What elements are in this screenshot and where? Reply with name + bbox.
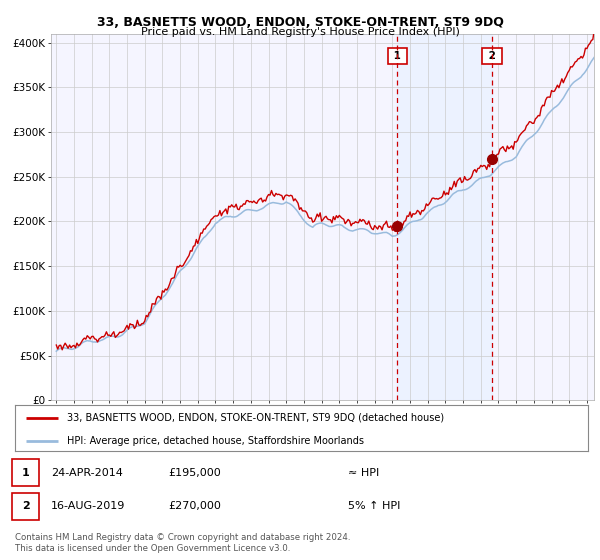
Text: Contains HM Land Registry data © Crown copyright and database right 2024.: Contains HM Land Registry data © Crown c… (15, 533, 350, 542)
Text: Price paid vs. HM Land Registry's House Price Index (HPI): Price paid vs. HM Land Registry's House … (140, 27, 460, 37)
Text: £270,000: £270,000 (168, 501, 221, 511)
Text: ≈ HPI: ≈ HPI (348, 468, 379, 478)
Text: 2: 2 (485, 51, 499, 61)
Bar (397, 34, 492, 400)
Text: 1: 1 (22, 468, 29, 478)
Text: 24-APR-2014: 24-APR-2014 (51, 468, 123, 478)
Text: 1: 1 (390, 51, 405, 61)
Text: £195,000: £195,000 (168, 468, 221, 478)
Text: 5% ↑ HPI: 5% ↑ HPI (348, 501, 400, 511)
Text: 33, BASNETTS WOOD, ENDON, STOKE-ON-TRENT, ST9 9DQ (detached house): 33, BASNETTS WOOD, ENDON, STOKE-ON-TRENT… (67, 413, 443, 423)
Text: 33, BASNETTS WOOD, ENDON, STOKE-ON-TRENT, ST9 9DQ: 33, BASNETTS WOOD, ENDON, STOKE-ON-TRENT… (97, 16, 503, 29)
Text: 2: 2 (22, 501, 29, 511)
Text: HPI: Average price, detached house, Staffordshire Moorlands: HPI: Average price, detached house, Staf… (67, 436, 364, 446)
Text: This data is licensed under the Open Government Licence v3.0.: This data is licensed under the Open Gov… (15, 544, 290, 553)
Text: 16-AUG-2019: 16-AUG-2019 (51, 501, 125, 511)
